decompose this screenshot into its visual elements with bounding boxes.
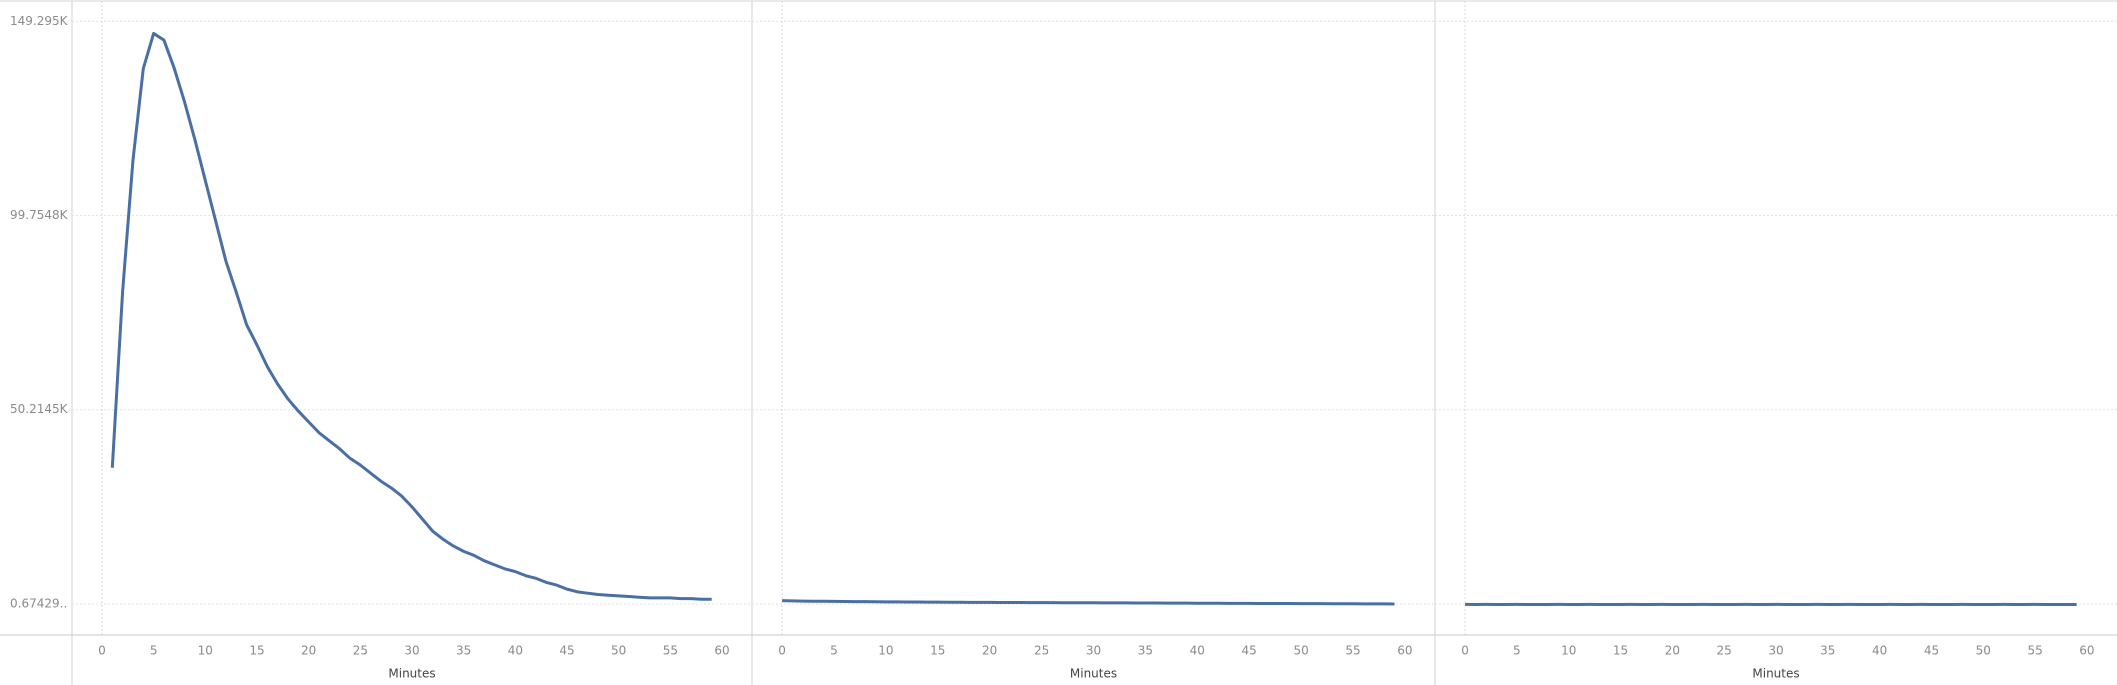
x-tick-label: 0 bbox=[778, 644, 786, 658]
x-tick-label: 25 bbox=[353, 644, 368, 658]
y-tick-label: 99.7548K bbox=[10, 208, 69, 222]
x-tick-label: 45 bbox=[1242, 644, 1257, 658]
x-tick-label: 20 bbox=[1665, 644, 1680, 658]
data-line bbox=[782, 599, 1395, 606]
y-tick-label: 0.67429.. bbox=[10, 596, 67, 610]
x-tick-label: 30 bbox=[1768, 644, 1783, 658]
x-axis-label: Minutes bbox=[1752, 667, 1799, 681]
x-axis-label: Minutes bbox=[1070, 667, 1117, 681]
x-tick-label: 15 bbox=[930, 644, 945, 658]
x-tick-label: 30 bbox=[1086, 644, 1101, 658]
x-tick-label: 30 bbox=[404, 644, 419, 658]
x-tick-label: 35 bbox=[1138, 644, 1153, 658]
data-line bbox=[110, 31, 712, 601]
x-tick-label: 55 bbox=[1345, 644, 1360, 658]
x-tick-label: 35 bbox=[1820, 644, 1835, 658]
x-tick-label: 0 bbox=[98, 644, 106, 658]
x-tick-label: 35 bbox=[456, 644, 471, 658]
x-tick-label: 45 bbox=[559, 644, 574, 658]
x-tick-label: 40 bbox=[508, 644, 523, 658]
x-tick-label: 55 bbox=[663, 644, 678, 658]
x-tick-label: 20 bbox=[301, 644, 316, 658]
x-tick-label: 20 bbox=[982, 644, 997, 658]
x-tick-label: 10 bbox=[878, 644, 893, 658]
y-tick-label: 50.2145K bbox=[10, 402, 69, 416]
x-tick-label: 50 bbox=[611, 644, 626, 658]
x-tick-label: 55 bbox=[2027, 644, 2042, 658]
x-tick-label: 5 bbox=[830, 644, 838, 658]
x-tick-label: 0 bbox=[1461, 644, 1469, 658]
x-tick-label: 25 bbox=[1034, 644, 1049, 658]
x-tick-label: 60 bbox=[2079, 644, 2094, 658]
x-tick-label: 60 bbox=[1397, 644, 1412, 658]
x-tick-label: 5 bbox=[1513, 644, 1521, 658]
x-tick-label: 10 bbox=[198, 644, 213, 658]
y-tick-label: 149.295K bbox=[10, 14, 69, 28]
x-tick-label: 50 bbox=[1976, 644, 1991, 658]
x-tick-label: 25 bbox=[1717, 644, 1732, 658]
x-tick-label: 5 bbox=[150, 644, 158, 658]
x-tick-label: 60 bbox=[714, 644, 729, 658]
x-axis-label: Minutes bbox=[388, 667, 435, 681]
x-tick-label: 40 bbox=[1872, 644, 1887, 658]
x-tick-label: 10 bbox=[1561, 644, 1576, 658]
x-tick-label: 45 bbox=[1924, 644, 1939, 658]
x-tick-label: 50 bbox=[1293, 644, 1308, 658]
x-tick-label: 15 bbox=[1613, 644, 1628, 658]
x-tick-label: 40 bbox=[1190, 644, 1205, 658]
x-tick-label: 15 bbox=[249, 644, 264, 658]
